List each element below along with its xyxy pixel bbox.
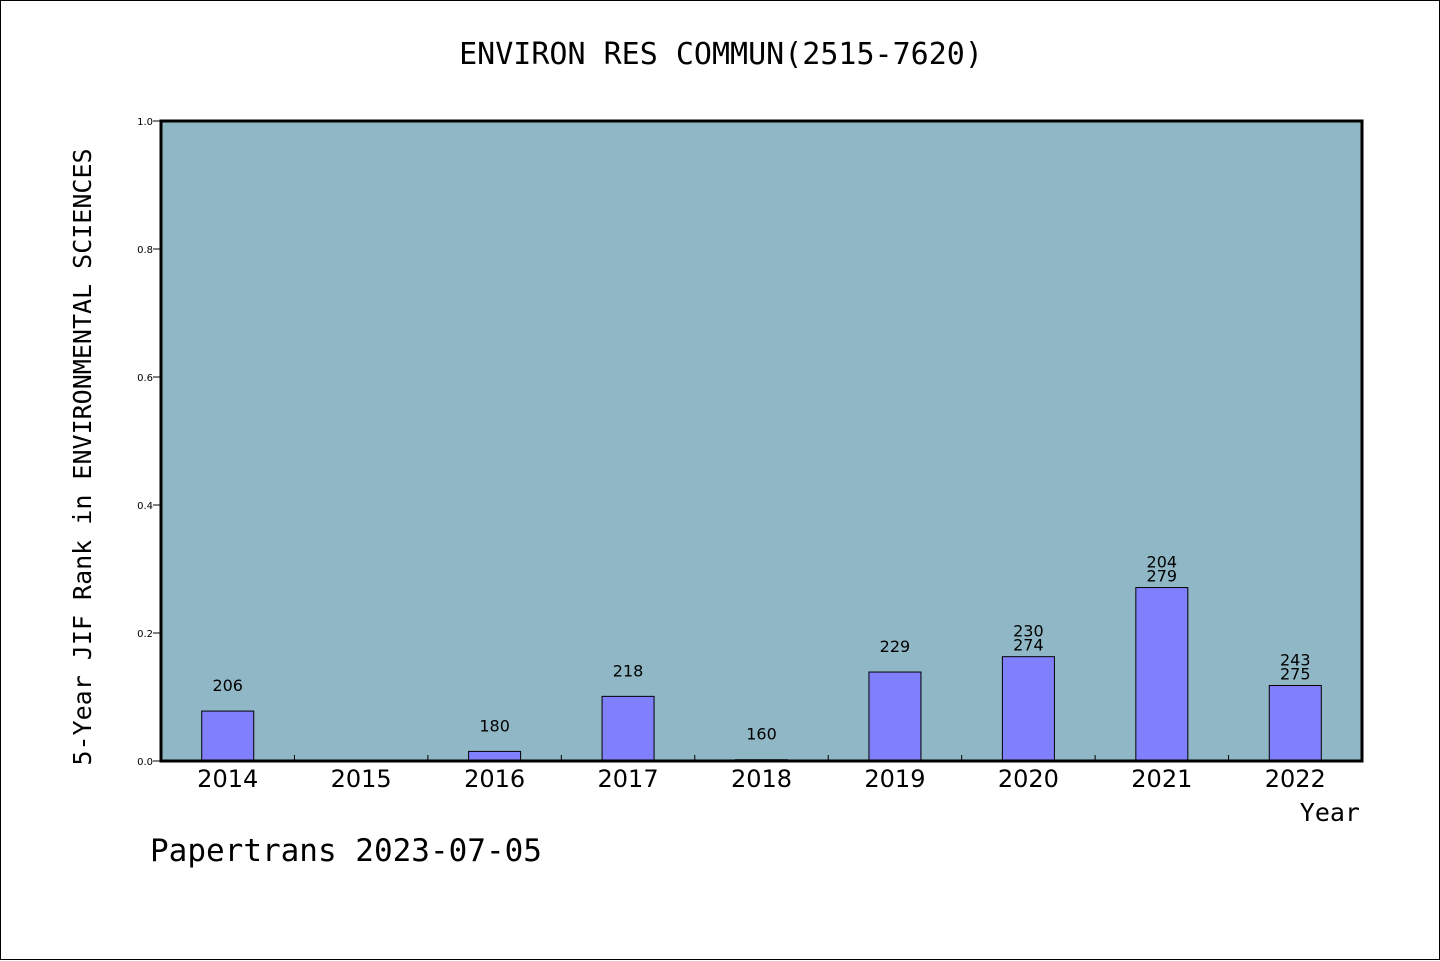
x-tick-label-2019: 2019 bbox=[864, 765, 925, 793]
data-label-2018: 160 bbox=[746, 725, 777, 744]
x-tick-label-2015: 2015 bbox=[331, 765, 392, 793]
x-axis: 2014 2015 2016 2017 2018 2019 2020 2021 2022 bbox=[197, 755, 1326, 793]
bar-2021 bbox=[1135, 587, 1189, 762]
bar-2017 bbox=[601, 695, 655, 762]
x-tick-label-2017: 2017 bbox=[598, 765, 659, 793]
plot-border bbox=[159, 119, 1364, 763]
x-axis-title: Year bbox=[1300, 798, 1360, 827]
x-tick-label-2021: 2021 bbox=[1131, 765, 1192, 793]
bar-2019 bbox=[868, 671, 922, 762]
data-label-2017: 218 bbox=[613, 661, 644, 680]
y-tick-label: 0.8 bbox=[137, 245, 153, 256]
footer-credit: Papertrans 2023-07-05 bbox=[150, 833, 542, 869]
data-label-2021: 204 bbox=[1147, 553, 1178, 572]
y-tick-label: 0.6 bbox=[137, 373, 153, 384]
data-label-2016: 180 bbox=[479, 716, 510, 735]
data-label-2022: 275 bbox=[1280, 664, 1311, 683]
chart-title: ENVIRON RES COMMUN(2515-7620) bbox=[459, 37, 983, 72]
y-tick-label: 0.2 bbox=[137, 629, 153, 640]
y-tick-label: 0.0 bbox=[137, 757, 153, 768]
data-label-2022: 243 bbox=[1280, 650, 1311, 669]
data-label-2020: 230 bbox=[1013, 622, 1044, 641]
y-tick-label: 0.4 bbox=[137, 501, 153, 512]
data-label-2020: 274 bbox=[1013, 636, 1044, 655]
data-label-2014: 206 bbox=[212, 676, 243, 695]
y-axis: 0.0 0.2 0.4 0.6 0.8 1.0 bbox=[137, 117, 161, 768]
x-tick-label-2020: 2020 bbox=[998, 765, 1059, 793]
bar-2014 bbox=[201, 710, 255, 762]
data-label-2021: 279 bbox=[1147, 567, 1178, 586]
x-tick-label-2022: 2022 bbox=[1265, 765, 1326, 793]
x-tick-label-2016: 2016 bbox=[464, 765, 525, 793]
bar-2022 bbox=[1268, 684, 1322, 762]
data-label-2019: 229 bbox=[880, 637, 911, 656]
x-tick-label-2014: 2014 bbox=[197, 765, 258, 793]
x-tick-label-2018: 2018 bbox=[731, 765, 792, 793]
y-axis-title: 5-Year JIF Rank in ENVIRONMENTAL SCIENCE… bbox=[68, 148, 97, 765]
y-tick-label: 1.0 bbox=[137, 117, 153, 128]
bar-2020 bbox=[1001, 656, 1055, 762]
bars-group bbox=[201, 587, 1322, 762]
